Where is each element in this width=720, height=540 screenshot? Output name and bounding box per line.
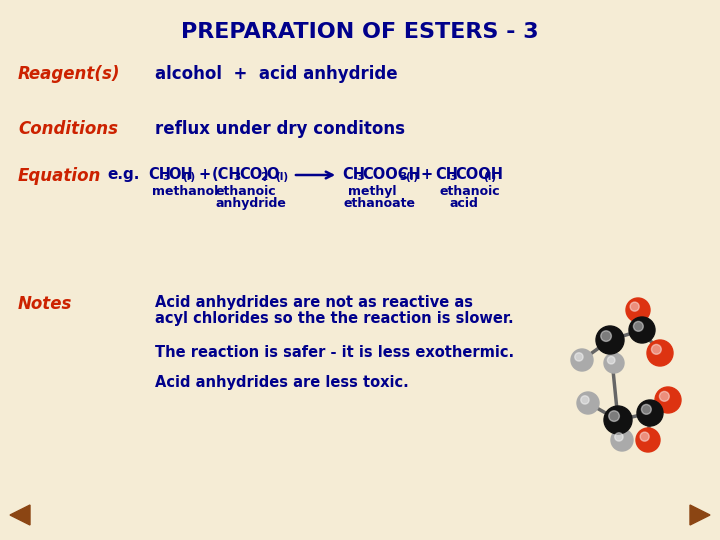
Text: alcohol  +  acid anhydride: alcohol + acid anhydride — [155, 65, 397, 83]
Text: 3: 3 — [162, 172, 169, 182]
Circle shape — [655, 387, 681, 413]
Text: ethanoic: ethanoic — [215, 185, 276, 198]
Circle shape — [630, 302, 639, 311]
Circle shape — [642, 404, 652, 414]
Text: reflux under dry conditons: reflux under dry conditons — [155, 120, 405, 138]
Circle shape — [652, 345, 661, 354]
Text: CH: CH — [342, 167, 365, 182]
Circle shape — [577, 392, 599, 414]
Text: Acid anhydrides are less toxic.: Acid anhydrides are less toxic. — [155, 375, 409, 390]
Text: acyl chlorides so the the reaction is slower.: acyl chlorides so the the reaction is sl… — [155, 311, 513, 326]
Circle shape — [629, 317, 655, 343]
Text: e.g.: e.g. — [107, 167, 140, 182]
Text: Reagent(s): Reagent(s) — [18, 65, 120, 83]
Text: acid: acid — [449, 197, 478, 210]
Circle shape — [609, 411, 619, 421]
Text: (l): (l) — [182, 172, 195, 182]
Circle shape — [604, 406, 632, 434]
Circle shape — [611, 429, 633, 451]
Text: 3: 3 — [233, 172, 240, 182]
Text: +: + — [198, 167, 210, 182]
Text: CH: CH — [435, 167, 458, 182]
Text: anhydride: anhydride — [215, 197, 286, 210]
Text: The reaction is safer - it is less exothermic.: The reaction is safer - it is less exoth… — [155, 345, 514, 360]
Text: (l): (l) — [405, 172, 418, 182]
Text: (CH: (CH — [212, 167, 242, 182]
Circle shape — [634, 321, 643, 332]
Circle shape — [636, 428, 660, 452]
Circle shape — [608, 356, 615, 364]
Circle shape — [604, 353, 624, 373]
Text: CO): CO) — [239, 167, 269, 182]
Text: 2: 2 — [260, 172, 267, 182]
Polygon shape — [690, 505, 710, 525]
Text: 3: 3 — [356, 172, 364, 182]
Text: methanol: methanol — [152, 185, 218, 198]
Circle shape — [600, 331, 611, 341]
Text: COOH: COOH — [455, 167, 503, 182]
Circle shape — [660, 392, 670, 401]
Text: O: O — [266, 167, 279, 182]
Circle shape — [637, 400, 663, 426]
Text: Acid anhydrides are not as reactive as: Acid anhydrides are not as reactive as — [155, 295, 473, 310]
Text: 3: 3 — [449, 172, 456, 182]
Text: PREPARATION OF ESTERS - 3: PREPARATION OF ESTERS - 3 — [181, 22, 539, 42]
Text: 3: 3 — [399, 172, 406, 182]
Circle shape — [647, 340, 673, 366]
Circle shape — [581, 396, 589, 404]
Text: methyl: methyl — [348, 185, 397, 198]
Circle shape — [596, 326, 624, 354]
Text: Notes: Notes — [18, 295, 73, 313]
Text: Equation: Equation — [18, 167, 102, 185]
Text: OH: OH — [168, 167, 193, 182]
Text: Conditions: Conditions — [18, 120, 118, 138]
Circle shape — [640, 432, 649, 441]
Text: ethanoic: ethanoic — [439, 185, 500, 198]
Circle shape — [575, 353, 583, 361]
Circle shape — [571, 349, 593, 371]
Text: (l): (l) — [483, 172, 496, 182]
Text: CH: CH — [148, 167, 171, 182]
Text: (l): (l) — [275, 172, 288, 182]
Circle shape — [626, 298, 650, 322]
Polygon shape — [10, 505, 30, 525]
Text: ethanoate: ethanoate — [344, 197, 416, 210]
Text: COOCH: COOCH — [362, 167, 420, 182]
Circle shape — [615, 433, 623, 441]
Text: +: + — [421, 167, 433, 182]
